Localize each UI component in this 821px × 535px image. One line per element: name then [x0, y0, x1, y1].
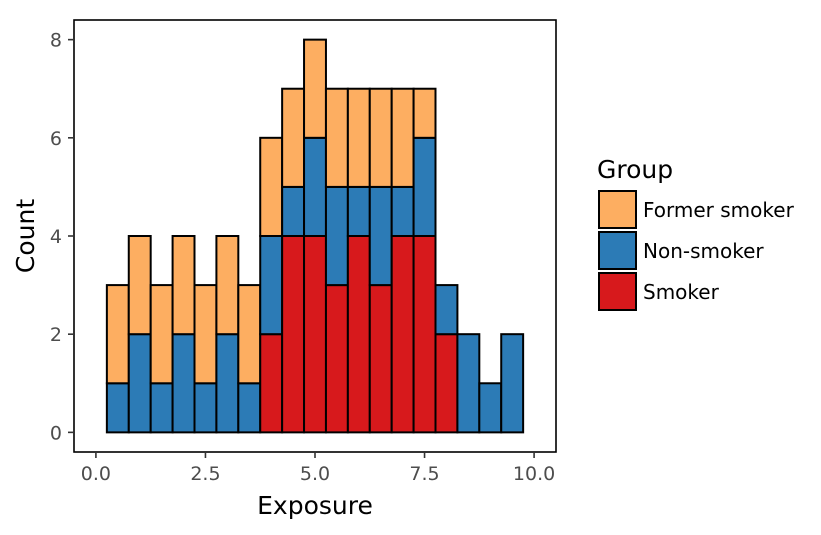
bar-non-smoker	[237, 382, 262, 434]
bar-former-smoker	[193, 284, 218, 385]
bar-smoker	[281, 235, 306, 434]
bar-non-smoker	[193, 382, 218, 434]
bar-former-smoker	[390, 87, 415, 188]
y-tick-label: 0	[50, 422, 62, 444]
bar-non-smoker	[478, 382, 503, 434]
bar-smoker	[390, 235, 415, 434]
bar-former-smoker	[412, 87, 437, 139]
bar-non-smoker	[390, 185, 415, 237]
x-tick-label: 2.5	[190, 463, 220, 485]
bar-non-smoker	[127, 333, 152, 434]
bar-smoker	[324, 284, 349, 434]
bar-former-smoker	[127, 235, 152, 336]
x-tick-label: 10.0	[513, 463, 555, 485]
legend-label: Non-smoker	[643, 239, 764, 263]
legend-swatch	[598, 231, 637, 270]
y-tick-label: 6	[50, 128, 62, 150]
bar-smoker	[368, 284, 393, 434]
bar-former-smoker	[259, 136, 284, 237]
bar-non-smoker	[281, 185, 306, 237]
bar-non-smoker	[171, 333, 196, 434]
bar-former-smoker	[324, 87, 349, 188]
bar-former-smoker	[368, 87, 393, 188]
bar-former-smoker	[171, 235, 196, 336]
x-axis: 0.0 2.5 5.0 7.5 10.0	[81, 452, 555, 485]
bar-smoker	[346, 235, 371, 434]
legend-label: Former smoker	[643, 198, 795, 222]
bar-non-smoker	[259, 235, 284, 336]
bar-non-smoker	[500, 333, 525, 434]
bar-former-smoker	[149, 284, 174, 385]
bars-layer	[105, 38, 525, 434]
bar-non-smoker	[434, 284, 459, 336]
bar-former-smoker	[346, 87, 371, 188]
x-axis-title: Exposure	[257, 491, 373, 520]
bar-non-smoker	[368, 185, 393, 287]
y-tick-label: 8	[50, 30, 62, 52]
x-tick-label: 0.0	[81, 463, 111, 485]
legend-swatch	[598, 190, 637, 229]
bar-non-smoker	[303, 136, 327, 237]
y-tick-label: 4	[50, 226, 62, 248]
bar-non-smoker	[105, 382, 130, 434]
y-axis-title: Count	[11, 199, 40, 273]
bar-former-smoker	[281, 87, 306, 188]
y-axis: 0 2 4 6 8	[50, 30, 74, 444]
y-tick-label: 2	[50, 324, 62, 346]
bar-non-smoker	[456, 333, 481, 434]
bar-former-smoker	[303, 38, 327, 139]
bar-former-smoker	[237, 284, 262, 385]
bar-smoker	[303, 235, 327, 434]
x-tick-label: 5.0	[300, 463, 330, 485]
legend-swatch	[598, 272, 637, 311]
bar-smoker	[412, 235, 437, 434]
bar-non-smoker	[149, 382, 174, 434]
legend-title: Group	[597, 155, 673, 184]
bar-non-smoker	[324, 185, 349, 287]
bar-non-smoker	[412, 136, 437, 237]
bar-non-smoker	[215, 333, 240, 434]
x-tick-label: 7.5	[409, 463, 439, 485]
legend-label: Smoker	[643, 280, 720, 304]
legend: Group Former smoker Non-smoker Smoker	[597, 155, 795, 311]
bar-smoker	[434, 333, 459, 434]
bar-former-smoker	[215, 235, 240, 336]
bar-smoker	[259, 333, 284, 434]
bar-former-smoker	[105, 284, 130, 385]
bar-non-smoker	[346, 185, 371, 237]
